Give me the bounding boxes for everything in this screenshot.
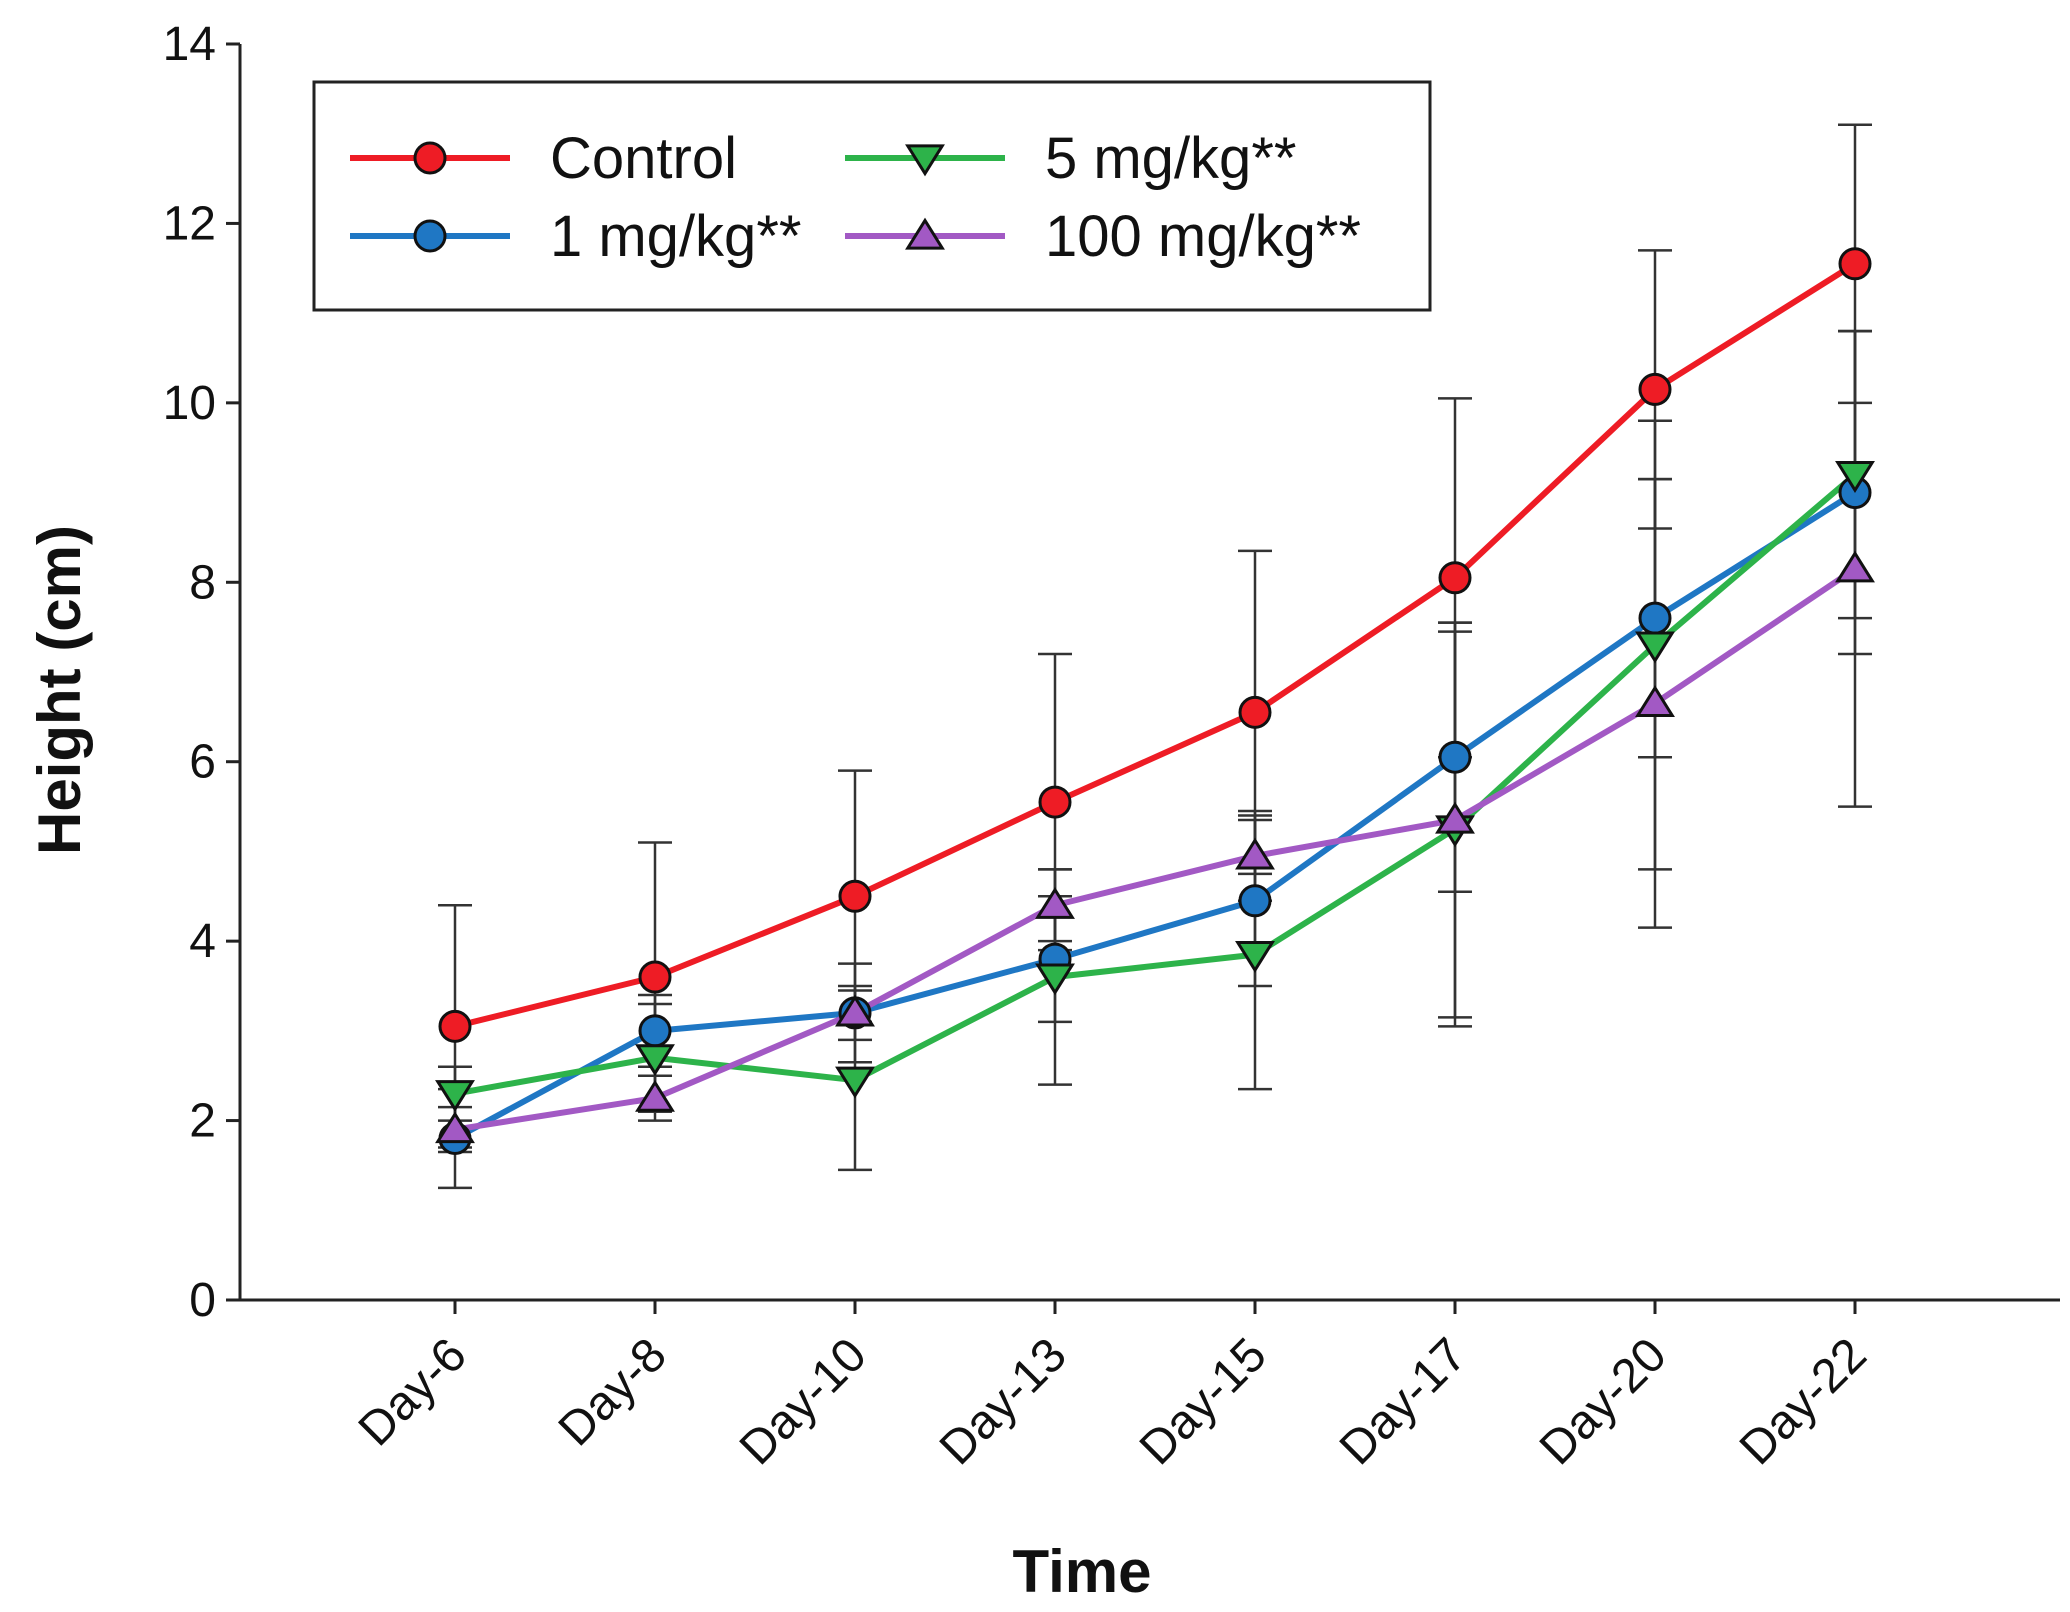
- data-point: [413, 219, 447, 253]
- x-tick-label: Day-20: [1530, 1328, 1677, 1475]
- data-point: [1638, 372, 1672, 406]
- legend-label: 5 mg/kg**: [1045, 126, 1296, 191]
- x-axis-title: Time: [1013, 1538, 1152, 1605]
- data-point: [638, 960, 672, 994]
- y-tick-label: 2: [189, 1095, 216, 1148]
- series-line: [454, 261, 1857, 1030]
- data-point: [435, 1080, 475, 1113]
- data-point: [1035, 886, 1075, 919]
- data-point: [1435, 801, 1475, 834]
- x-tick-label: Day-15: [1130, 1328, 1277, 1475]
- y-tick-label: 10: [163, 377, 216, 430]
- x-tick-label: Day-13: [930, 1328, 1077, 1475]
- x-tick-label: Day-6: [349, 1328, 477, 1456]
- data-point: [1838, 247, 1872, 281]
- data-point: [638, 1014, 672, 1048]
- legend-label: Control: [550, 126, 737, 191]
- y-tick-label: 8: [189, 556, 216, 609]
- data-point: [838, 879, 872, 913]
- series-line: [453, 490, 1857, 1142]
- data-point: [635, 1079, 675, 1112]
- data-point: [1438, 740, 1472, 774]
- data-point: [435, 1111, 475, 1144]
- data-point: [1635, 631, 1675, 664]
- x-tick-label: Day-22: [1730, 1328, 1877, 1475]
- data-point: [438, 1009, 472, 1043]
- data-point: [905, 217, 945, 250]
- data-point: [1235, 941, 1275, 973]
- data-point: [1438, 561, 1472, 595]
- series-line: [454, 566, 1857, 1133]
- data-point: [1035, 963, 1075, 996]
- legend-label: 100 mg/kg**: [1045, 204, 1361, 269]
- data-point: [1238, 695, 1272, 729]
- data-point: [1038, 785, 1072, 819]
- data-point: [1238, 884, 1272, 918]
- x-tick-label: Day-8: [549, 1328, 677, 1456]
- legend-box: [312, 80, 1432, 312]
- y-tick-label: 6: [189, 736, 216, 789]
- y-axis-title: Height (cm): [26, 525, 93, 855]
- data-point: [905, 144, 945, 177]
- series-markers: [435, 247, 1875, 1156]
- data-point: [1635, 685, 1675, 717]
- legend-label: 1 mg/kg**: [550, 204, 801, 269]
- y-tick-label: 12: [163, 197, 216, 250]
- data-point: [413, 141, 447, 175]
- data-point: [635, 1044, 675, 1077]
- data-point: [1235, 837, 1275, 870]
- y-tick-label: 14: [163, 18, 216, 71]
- y-tick-label: 4: [189, 915, 216, 968]
- x-tick-label: Day-10: [730, 1328, 877, 1475]
- data-point: [1638, 601, 1672, 635]
- data-point: [835, 1066, 875, 1099]
- data-point: [835, 994, 875, 1027]
- legend: Control 5 mg/kg** 1 mg/kg** 100 mg/kg**: [312, 80, 1432, 312]
- series-line: [454, 472, 1857, 1097]
- data-point: [1835, 461, 1875, 493]
- data-point: [1835, 550, 1875, 583]
- y-tick-label: 0: [189, 1274, 216, 1327]
- series-lines: [453, 261, 1857, 1142]
- x-tick-label: Day-17: [1330, 1328, 1477, 1475]
